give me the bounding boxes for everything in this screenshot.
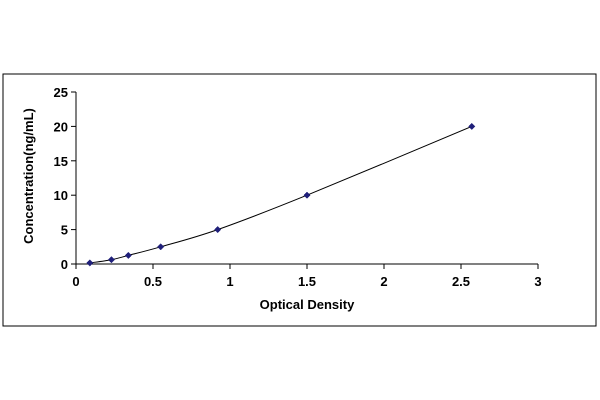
data-point-marker <box>107 256 115 264</box>
x-tick-label: 0.5 <box>144 274 162 289</box>
x-tick-label: 2.5 <box>452 274 470 289</box>
y-tick-label: 0 <box>61 257 68 272</box>
y-tick-label: 5 <box>61 223 68 238</box>
data-series <box>86 122 476 267</box>
y-tick-label: 15 <box>54 154 68 169</box>
y-axis-ticks: 0 5 10 15 20 25 <box>54 85 76 272</box>
x-tick-label: 2 <box>380 274 387 289</box>
x-tick-label: 1.5 <box>298 274 316 289</box>
y-tick-label: 10 <box>54 188 68 203</box>
data-point-marker <box>157 243 165 251</box>
data-point-marker <box>468 122 476 130</box>
y-tick-label: 20 <box>54 119 68 134</box>
x-tick-label: 1 <box>226 274 233 289</box>
y-axis-title: Concentration(ng/mL) <box>21 108 36 244</box>
x-axis-ticks: 0 0.5 1 1.5 2 2.5 3 <box>72 264 542 289</box>
chart-border <box>2 73 597 327</box>
y-tick-label: 25 <box>54 85 68 100</box>
x-axis-title: Optical Density <box>260 297 355 312</box>
data-point-marker <box>214 226 222 234</box>
x-tick-label: 3 <box>534 274 541 289</box>
data-point-marker <box>303 191 311 199</box>
data-point-marker <box>124 251 132 259</box>
x-tick-label: 0 <box>72 274 79 289</box>
data-point-marker <box>86 259 94 267</box>
